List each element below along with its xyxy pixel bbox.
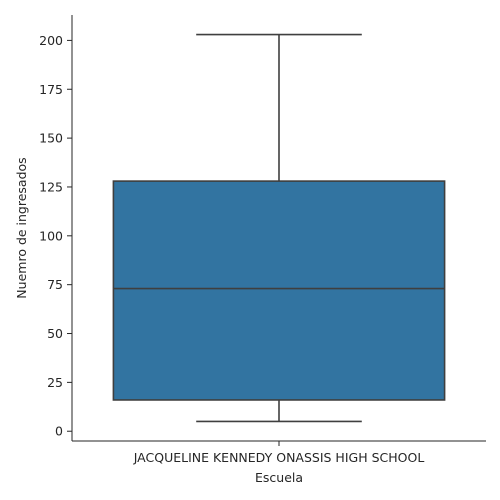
y-tick-label: 25 — [47, 375, 63, 390]
y-tick-label: 50 — [47, 326, 63, 341]
y-tick-label: 75 — [47, 277, 63, 292]
x-axis-ticks: JACQUELINE KENNEDY ONASSIS HIGH SCHOOL — [133, 441, 425, 465]
y-tick-label: 150 — [39, 131, 63, 146]
plot-area — [112, 33, 446, 423]
y-tick-label: 100 — [39, 228, 63, 243]
x-tick-label: JACQUELINE KENNEDY ONASSIS HIGH SCHOOL — [133, 450, 425, 465]
y-tick-label: 125 — [39, 179, 63, 194]
y-tick-label: 175 — [39, 82, 63, 97]
iqr-box — [112, 180, 446, 401]
x-axis-title: Escuela — [255, 470, 303, 485]
y-axis-ticks: 0 25 50 75 100 125 150 175 200 — [39, 33, 72, 439]
y-tick-label: 200 — [39, 33, 63, 48]
y-tick-label: 0 — [55, 424, 63, 439]
y-axis-title: Nuemro de ingresados — [14, 157, 29, 298]
